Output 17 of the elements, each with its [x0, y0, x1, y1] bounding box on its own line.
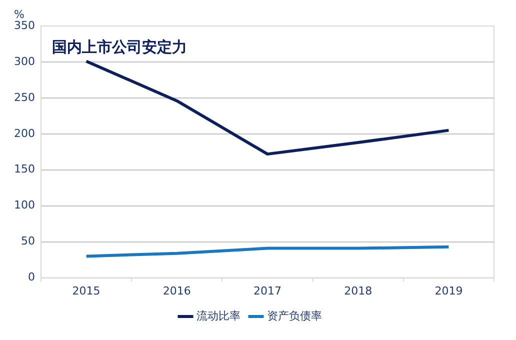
x-tick-label: 2016 — [162, 284, 191, 298]
x-tick-label: 2019 — [434, 284, 463, 298]
text: 国内上市公司安定力 — [52, 38, 187, 57]
x-tick-label: 2018 — [344, 284, 372, 298]
y-tick-label: 100 — [14, 198, 35, 212]
legend-label: 资产负债率 — [267, 309, 322, 322]
legend-label: 流动比率 — [196, 309, 240, 322]
y-tick-label: 250 — [14, 90, 35, 104]
y-tick-label: 300 — [14, 54, 35, 68]
y-tick-label: 350 — [14, 18, 35, 32]
y-tick-label: 0 — [28, 270, 35, 284]
y-tick-label: 200 — [14, 126, 35, 140]
y-axis-title: % — [14, 8, 24, 21]
x-tick-label: 2015 — [72, 284, 100, 298]
y-tick-label: 150 — [14, 162, 35, 176]
x-tick-label: 2017 — [254, 284, 282, 298]
y-tick-label: 50 — [20, 234, 35, 248]
